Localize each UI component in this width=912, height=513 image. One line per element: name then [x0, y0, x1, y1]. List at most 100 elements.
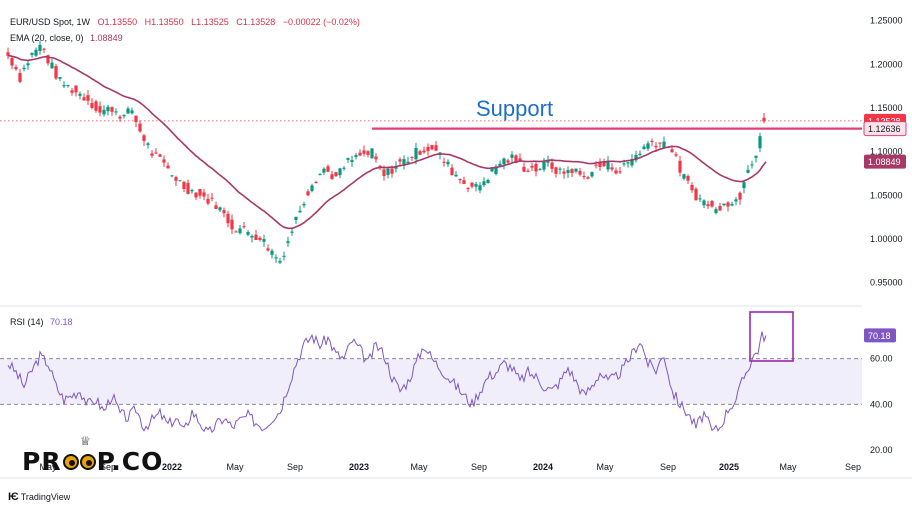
candle [14, 64, 18, 71]
candle [362, 145, 366, 157]
candle [754, 155, 758, 163]
candle [722, 203, 726, 207]
candle [406, 156, 410, 164]
time-tick-label: 2022 [162, 462, 182, 472]
candle [54, 63, 58, 81]
price-tick-label: 1.20000 [870, 59, 903, 69]
price-tick-label: 1.05000 [870, 190, 903, 200]
candle [534, 161, 538, 177]
candle [214, 201, 218, 210]
candle [26, 60, 30, 70]
candle [718, 202, 722, 212]
watermark-right: P.CO [96, 447, 164, 476]
candle [78, 91, 82, 100]
candle [466, 187, 470, 193]
rsi-band-fill [0, 358, 862, 405]
candle [190, 188, 194, 194]
candle [118, 114, 122, 122]
candle [134, 115, 138, 128]
rsi-tick-label: 40.00 [870, 399, 893, 409]
time-axis: May Sep 2022 May Sep 2023 May Sep 2024 May Sep 2025… [39, 462, 861, 472]
candle [194, 192, 198, 200]
candle [30, 52, 34, 58]
time-tick-label: 2025 [719, 462, 739, 472]
candle [218, 206, 222, 213]
time-tick-label: Sep [471, 462, 487, 472]
candle [50, 58, 54, 69]
candle [354, 152, 358, 160]
candle [350, 155, 354, 167]
candle [10, 56, 14, 70]
candle [158, 153, 162, 157]
candle [162, 155, 166, 168]
candle [202, 188, 206, 201]
candle [110, 106, 114, 116]
candle [374, 153, 378, 163]
price-tick-label: 1.15000 [870, 103, 903, 113]
price-axis-label: 1.12636 [863, 121, 907, 137]
candle [634, 150, 638, 163]
candle [130, 107, 134, 115]
candle [546, 155, 550, 167]
candle [222, 207, 226, 218]
candle [366, 149, 370, 158]
time-tick-label: May [410, 462, 428, 472]
candle [146, 142, 150, 149]
candle [22, 64, 26, 72]
candle [226, 210, 230, 228]
candle [734, 196, 738, 206]
candle [250, 234, 254, 243]
candle [762, 112, 766, 124]
rsi-line [7, 331, 767, 434]
time-tick-label: May [779, 462, 797, 472]
candle [126, 106, 130, 114]
svg-text:70.18: 70.18 [868, 331, 891, 341]
candle [66, 84, 70, 88]
candle [210, 193, 214, 202]
rsi-value: 70.18 [50, 317, 73, 327]
ema-header: EMA (20, close, 0) 1.08849 [10, 33, 123, 43]
candle [578, 167, 582, 177]
candle [430, 144, 434, 151]
candle [306, 189, 310, 197]
price-tick-label: 1.00000 [870, 234, 903, 244]
candle [486, 178, 490, 184]
candle [494, 164, 498, 176]
candle [498, 160, 502, 167]
candle [186, 179, 190, 195]
candle [482, 177, 486, 187]
candle [238, 224, 242, 235]
candle [330, 170, 334, 180]
time-tick-label: Sep [100, 462, 116, 472]
candle [586, 175, 590, 180]
candle [618, 166, 622, 174]
candle [542, 157, 546, 172]
price-tick-label: 1.10000 [870, 147, 903, 157]
candle [246, 229, 250, 237]
candle [706, 200, 710, 209]
support-line-group [0, 120, 862, 130]
candle [526, 168, 530, 173]
candle [338, 167, 342, 179]
candle [334, 171, 338, 177]
candle [258, 236, 262, 242]
change-value: −0.00022 (−0.02%) [282, 17, 360, 27]
watermark-logo: PR P.CO [22, 447, 163, 476]
candle [6, 47, 10, 60]
rsi-tick-label: 60.00 [870, 354, 893, 364]
candle [62, 81, 66, 88]
candle [386, 166, 390, 179]
time-tick-label: May [226, 462, 244, 472]
candle [242, 221, 246, 229]
candle [674, 151, 678, 158]
candle [358, 149, 362, 157]
high-value: H1.13550 [144, 17, 184, 27]
watermark-left: PR [22, 447, 62, 476]
low-value: L1.13525 [191, 17, 229, 27]
candle [106, 104, 110, 116]
candle [254, 229, 258, 240]
price-header: EUR/USD Spot, 1W O1.13550 H1.13550 L1.13… [10, 17, 360, 27]
candle [94, 99, 98, 113]
